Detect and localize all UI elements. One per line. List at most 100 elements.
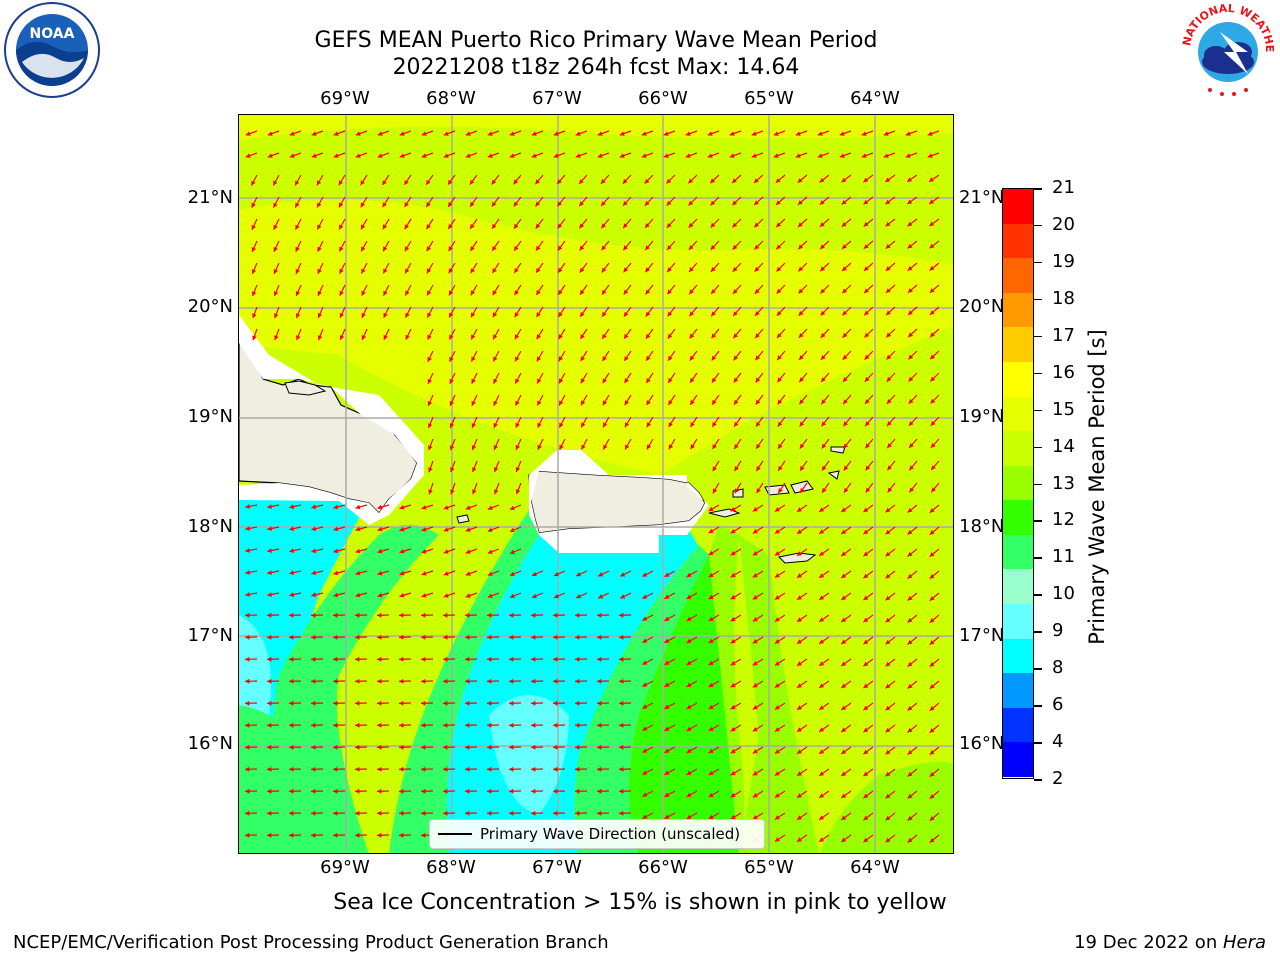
wave-arrow-head	[864, 266, 869, 271]
wave-arrow-head	[471, 378, 476, 384]
wave-arrow-head	[929, 728, 935, 733]
wave-arrow-head	[597, 612, 602, 618]
wave-arrow-head	[799, 421, 805, 427]
wave-arrow-head	[708, 594, 714, 599]
wave-arrow-head	[580, 356, 585, 362]
wave-arrow-head	[531, 810, 536, 816]
wave-arrow-head	[421, 505, 427, 510]
wave-arrow-head	[841, 199, 847, 205]
legend-label: Primary Wave Direction (unscaled)	[480, 825, 741, 843]
wave-arrow-head	[752, 749, 758, 754]
wave-arrow-head	[428, 445, 433, 451]
wave-arrow-head	[619, 678, 624, 684]
wave-arrow-head	[427, 401, 433, 406]
wave-arrow-head	[863, 177, 869, 183]
wave-arrow-head	[493, 356, 498, 362]
wave-arrow-head	[797, 617, 802, 622]
wave-arrow-head	[339, 290, 344, 296]
colorbar-cell	[1003, 431, 1033, 467]
wave-arrow-head	[885, 551, 891, 557]
wave-arrow-head	[449, 312, 454, 318]
wave-arrow-head	[450, 467, 455, 473]
wave-arrow-head	[668, 444, 674, 450]
wave-arrow-head	[930, 332, 935, 337]
wave-arrow-head	[907, 507, 913, 513]
wave-arrow-head	[929, 221, 935, 227]
wave-arrow-head	[317, 335, 323, 341]
wave-arrow-head	[553, 131, 559, 136]
wave-arrow-head	[733, 333, 738, 339]
wave-arrow-head	[311, 592, 317, 598]
colorbar-tick-label: 18	[1052, 287, 1075, 309]
wave-arrow-head	[245, 678, 250, 684]
wave-arrow-head	[579, 201, 584, 207]
wave-arrow-head	[289, 700, 294, 706]
wave-arrow-head	[580, 378, 586, 384]
wave-arrow-head	[355, 722, 360, 728]
wave-arrow-head	[886, 332, 892, 338]
wave-arrow-head	[289, 131, 295, 136]
wave-arrow-head	[245, 722, 250, 728]
wave-arrow-head	[756, 443, 761, 449]
wave-arrow-head	[776, 288, 782, 294]
wave-arrow-head	[515, 444, 520, 450]
wave-arrow-head	[576, 594, 582, 599]
colorbar-tick-mark	[1034, 742, 1042, 744]
wave-arrow-head	[513, 223, 519, 229]
wave-arrow-head	[863, 595, 869, 601]
wave-arrow-head	[443, 634, 448, 640]
wave-arrow-head	[732, 200, 738, 206]
wave-arrow-head	[597, 744, 602, 750]
wave-arrow-head	[690, 377, 695, 383]
wave-arrow-head	[245, 656, 250, 662]
wave-arrow-head	[245, 548, 250, 553]
wave-arrow-head	[711, 311, 716, 317]
wave-arrow-head	[443, 678, 448, 684]
wave-arrow-head	[712, 466, 717, 472]
wave-arrow-head	[513, 201, 519, 207]
wave-arrow-head	[907, 595, 913, 601]
wave-arrow-head	[339, 312, 344, 318]
wave-arrow-head	[273, 291, 279, 297]
wave-arrow-head	[245, 526, 250, 531]
wave-arrow-head	[449, 378, 454, 384]
wave-arrow-head	[841, 749, 847, 754]
wave-arrow-head	[267, 832, 272, 838]
wave-arrow-head	[797, 771, 802, 776]
wave-arrow-head	[751, 131, 757, 136]
wave-arrow-head	[311, 700, 316, 706]
wave-arrow-head	[864, 376, 870, 382]
wave-arrow-head	[558, 312, 563, 317]
wave-arrow-head	[730, 726, 736, 732]
wave-arrow-head	[689, 267, 694, 272]
wave-arrow-head	[361, 290, 366, 296]
wave-arrow-head	[245, 592, 250, 597]
wave-arrow-head	[493, 422, 498, 428]
wave-arrow-head	[487, 571, 493, 576]
wave-arrow-head	[841, 573, 847, 578]
wave-arrow-head	[907, 661, 913, 667]
wave-arrow-head	[819, 507, 825, 512]
wave-arrow-head	[465, 656, 470, 662]
wave-arrow-head	[642, 682, 648, 687]
wave-arrow-head	[492, 290, 497, 296]
wave-arrow-head	[842, 310, 848, 316]
lon-tick-top: 64°W	[850, 88, 900, 109]
wave-arrow-head	[553, 700, 558, 706]
wave-arrow-head	[887, 465, 892, 471]
wave-arrow-head	[377, 700, 382, 706]
wave-arrow-head	[619, 131, 625, 136]
wave-arrow-head	[777, 377, 782, 383]
colorbar-tick-label: 14	[1052, 435, 1075, 457]
wave-arrow-head	[465, 549, 471, 554]
wave-arrow-head	[399, 744, 404, 750]
wave-arrow-head	[797, 705, 802, 710]
wave-arrow-head	[597, 788, 602, 794]
wave-arrow-head	[553, 810, 558, 816]
wave-arrow-head	[664, 814, 670, 819]
wave-arrow-head	[843, 421, 848, 427]
wave-arrow-head	[842, 288, 848, 294]
colorbar-cell	[1003, 361, 1033, 398]
wave-arrow-head	[581, 400, 586, 406]
wave-arrow-head	[316, 180, 322, 186]
